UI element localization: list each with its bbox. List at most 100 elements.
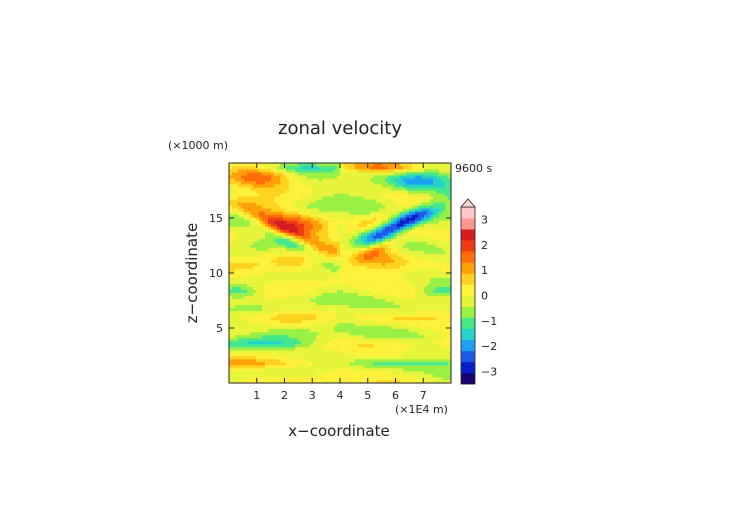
heatmap-cell <box>259 316 263 321</box>
heatmap-cell <box>286 349 290 354</box>
heatmap-cell <box>418 247 422 251</box>
heatmap-cell <box>268 346 272 351</box>
heatmap-cell <box>412 358 416 363</box>
heatmap-cell <box>229 187 233 191</box>
heatmap-cell <box>394 244 398 248</box>
heatmap-cell <box>337 301 341 306</box>
heatmap-cell <box>430 256 434 260</box>
heatmap-cell <box>379 376 383 381</box>
heatmap-cell <box>424 214 428 218</box>
heatmap-cell <box>322 259 326 263</box>
heatmap-cell <box>346 196 350 200</box>
heatmap-cell <box>319 208 323 212</box>
heatmap-cell <box>322 310 326 315</box>
heatmap-cell <box>319 310 323 315</box>
heatmap-cell <box>409 229 413 233</box>
heatmap-cell <box>379 340 383 345</box>
heatmap-cell <box>313 184 317 188</box>
heatmap-cell <box>232 184 236 188</box>
heatmap-cell <box>268 337 272 342</box>
heatmap-cell <box>280 328 284 333</box>
heatmap-cell <box>253 319 257 324</box>
heatmap-cell <box>262 226 266 230</box>
heatmap-cell <box>328 226 332 230</box>
heatmap-cell <box>340 271 344 275</box>
heatmap-cell <box>256 379 260 384</box>
heatmap-cell <box>388 184 392 188</box>
heatmap-cell <box>238 379 242 384</box>
heatmap-cell <box>406 334 410 339</box>
heatmap-cell <box>274 370 278 375</box>
heatmap-cell <box>340 211 344 215</box>
heatmap-cell <box>316 331 320 336</box>
heatmap-cell <box>397 214 401 218</box>
heatmap-cell <box>256 289 260 293</box>
heatmap-cell <box>376 181 380 185</box>
heatmap-cell <box>397 202 401 206</box>
heatmap-cell <box>250 223 254 227</box>
heatmap-cell <box>256 298 260 303</box>
heatmap-cell <box>409 223 413 227</box>
heatmap-cell <box>343 343 347 348</box>
heatmap-cell <box>385 322 389 327</box>
heatmap-cell <box>409 247 413 251</box>
heatmap-cell <box>271 328 275 333</box>
heatmap-cell <box>388 214 392 218</box>
heatmap-cell <box>421 190 425 194</box>
heatmap-cell <box>394 361 398 366</box>
heatmap-cell <box>292 298 296 303</box>
heatmap-cell <box>385 250 389 254</box>
heatmap-cell <box>301 169 305 173</box>
heatmap-cell <box>313 301 317 306</box>
heatmap-cell <box>319 223 323 227</box>
heatmap-cell <box>271 238 275 242</box>
heatmap-cell <box>259 217 263 221</box>
heatmap-cell <box>367 199 371 203</box>
heatmap-cell <box>409 292 413 296</box>
heatmap-cell <box>313 280 317 284</box>
heatmap-cell <box>289 355 293 360</box>
heatmap-cell <box>412 322 416 327</box>
heatmap-cell <box>418 289 422 293</box>
heatmap-cell <box>370 199 374 203</box>
heatmap-cell <box>340 163 344 167</box>
heatmap-cell <box>277 376 281 381</box>
heatmap-cell <box>427 325 431 330</box>
heatmap-cell <box>358 223 362 227</box>
heatmap-cell <box>331 187 335 191</box>
heatmap-cell <box>244 184 248 188</box>
heatmap-cell <box>415 199 419 203</box>
heatmap-cell <box>343 310 347 315</box>
heatmap-cell <box>361 346 365 351</box>
heatmap-cell <box>379 331 383 336</box>
heatmap-cell <box>343 196 347 200</box>
heatmap-cell <box>427 244 431 248</box>
heatmap-cell <box>418 331 422 336</box>
heatmap-cell <box>262 247 266 251</box>
heatmap-cell <box>421 187 425 191</box>
heatmap-cell <box>376 211 380 215</box>
heatmap-cell <box>235 241 239 245</box>
heatmap-cell <box>337 325 341 330</box>
heatmap-cell <box>280 181 284 185</box>
heatmap-cell <box>301 337 305 342</box>
heatmap-cell <box>391 166 395 170</box>
heatmap-cell <box>232 274 236 278</box>
heatmap-cell <box>232 355 236 360</box>
heatmap-cell <box>277 208 281 212</box>
heatmap-cell <box>433 367 437 372</box>
heatmap-cell <box>418 319 422 324</box>
heatmap-cell <box>337 184 341 188</box>
heatmap-cell <box>343 223 347 227</box>
heatmap-cell <box>310 271 314 275</box>
heatmap-cell <box>265 331 269 336</box>
heatmap-cell <box>313 319 317 324</box>
heatmap-cell <box>283 241 287 245</box>
heatmap-cell <box>295 214 299 218</box>
heatmap-cell <box>343 379 347 384</box>
heatmap-cell <box>421 175 425 179</box>
heatmap-cell <box>355 283 359 287</box>
heatmap-cell <box>331 352 335 357</box>
heatmap-cell <box>370 235 374 239</box>
heatmap-cell <box>373 370 377 375</box>
